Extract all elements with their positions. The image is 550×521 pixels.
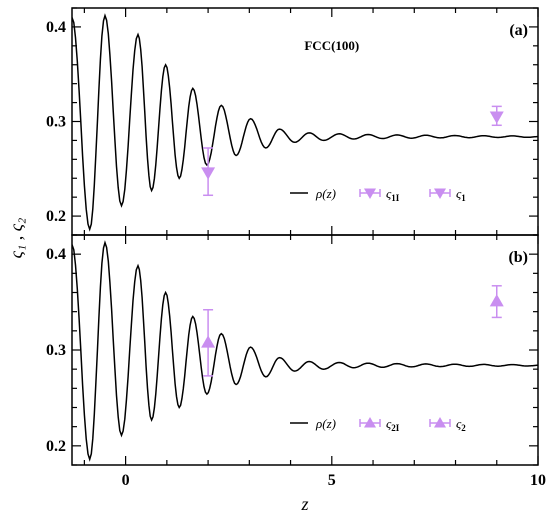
legend-label-main: ς — [386, 416, 392, 431]
legend-label-sub: 2I — [391, 423, 400, 433]
legend-label-main: ρ(z) — [315, 186, 336, 201]
legend-label-main: ς — [386, 186, 392, 201]
legend-label-main: ς — [456, 186, 462, 201]
legend-triangle-marker — [364, 417, 376, 428]
x-axis-label: z — [300, 494, 308, 514]
x-tick-label: 10 — [530, 472, 546, 489]
legend-label-main: ρ(z) — [315, 416, 336, 431]
y-tick-label: 0.4 — [46, 246, 66, 263]
triangle-marker — [489, 294, 504, 307]
panel-label: (b) — [508, 249, 528, 266]
x-tick-label: 5 — [328, 472, 336, 489]
legend-label: ς2 — [456, 416, 466, 433]
legend-item: ρ(z) — [290, 186, 336, 201]
y-tick-label: 0.2 — [46, 208, 66, 225]
legend-item: ς2I — [359, 416, 400, 433]
y-tick-label: 0.3 — [46, 114, 66, 131]
x-tick-label: 0 — [122, 472, 130, 489]
y-tick-label: 0.2 — [46, 438, 66, 455]
legend-triangle-marker — [364, 188, 376, 199]
legend-item: ς2 — [429, 416, 466, 433]
legend-label: ρ(z) — [315, 416, 336, 431]
density-curve-line — [72, 13, 538, 232]
legend-label: ς2I — [386, 416, 400, 433]
legend-label-sub: 2 — [461, 423, 466, 433]
y-tick-label: 0.3 — [46, 342, 66, 359]
triangle-marker — [489, 111, 504, 124]
panel-label: (a) — [509, 22, 528, 39]
legend-triangle-marker — [434, 417, 446, 428]
y-axis-label: ς₁ , ς₂ — [6, 218, 26, 259]
legend-item: ς1 — [429, 186, 466, 203]
panel-a: 0.20.30.4 (a)FCC(100)ρ(z) ς1I ς1 — [46, 7, 539, 236]
structure-label: FCC(100) — [304, 38, 359, 53]
density-curve-line — [72, 240, 538, 462]
legend-label-main: ς — [456, 416, 462, 431]
legend-item: ς1I — [359, 186, 400, 203]
plot-frame — [71, 234, 539, 466]
triangle-marker — [201, 335, 216, 348]
legend-triangle-marker — [434, 188, 446, 199]
triangle-marker — [201, 167, 216, 180]
legend-label-sub: 1I — [391, 193, 400, 203]
legend-label: ς1I — [386, 186, 400, 203]
legend-label: ρ(z) — [315, 186, 336, 201]
legend-label-sub: 1 — [461, 193, 466, 203]
legend-label: ς1 — [456, 186, 466, 203]
panel-b: 0 5 100.20.30.4 (b)ρ(z) ς2I ς2 — [46, 234, 546, 489]
legend-item: ρ(z) — [290, 416, 336, 431]
y-tick-label: 0.4 — [46, 19, 66, 36]
